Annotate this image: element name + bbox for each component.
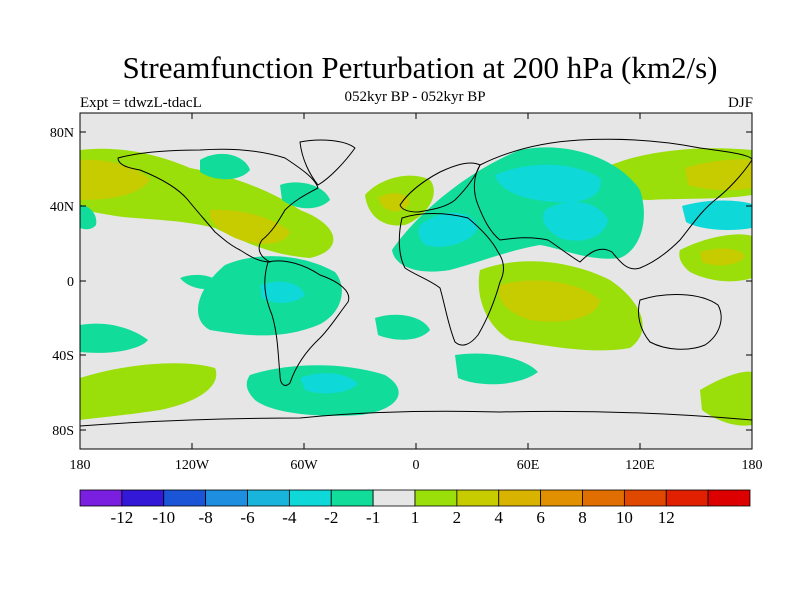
colorbar-swatch — [163, 489, 207, 507]
colorbar-label: -2 — [324, 508, 338, 527]
colorbar-label: 12 — [658, 508, 675, 527]
lat-tick-label: 40N — [50, 200, 74, 215]
positive-contours-2 — [80, 159, 752, 322]
colorbar-swatch — [414, 489, 458, 507]
colorbar-label: 6 — [536, 508, 545, 527]
colorbar-label: 1 — [411, 508, 420, 527]
colorbar-legend: -12 -10 -8 -6 -4 -2 -1 1 2 4 6 8 10 12 — [79, 489, 751, 527]
colorbar-swatch — [456, 489, 500, 507]
coastlines — [80, 138, 752, 427]
colorbar-label: 8 — [578, 508, 587, 527]
colorbar-swatch — [372, 489, 416, 507]
colorbar-swatch — [665, 489, 709, 507]
lat-tick-label: 80S — [52, 424, 74, 439]
colorbar-swatch — [582, 489, 625, 507]
map-panel — [80, 113, 752, 449]
colorbar-label: 2 — [453, 508, 462, 527]
colorbar-label: 4 — [495, 508, 504, 527]
colorbar-swatch — [623, 489, 667, 507]
colorbar-label: -8 — [199, 508, 213, 527]
colorbar-label: -6 — [240, 508, 254, 527]
colorbar-label: 10 — [616, 508, 633, 527]
season-label: DJF — [727, 95, 753, 111]
antarctica-outline — [80, 410, 752, 427]
north-america-outline — [117, 148, 319, 263]
experiment-label: Expt = tdwzL-tdacL — [80, 95, 202, 111]
lon-tick-label: 120W — [175, 458, 210, 473]
africa-outline — [398, 213, 504, 346]
colorbar-swatch — [288, 489, 332, 507]
colorbar-swatch — [498, 489, 542, 507]
asia-outline — [473, 138, 752, 270]
colorbar-swatch — [205, 489, 248, 507]
colorbar-swatch — [121, 489, 165, 507]
plot-subtitle: 052kyr BP - 052kyr BP — [344, 89, 486, 105]
lat-tick-label: 0 — [67, 275, 74, 290]
lon-tick-label: 0 — [413, 458, 420, 473]
colorbar-label: -1 — [366, 508, 380, 527]
colorbar-swatch — [247, 489, 290, 507]
colorbar-swatch — [79, 489, 123, 507]
longitude-axis: 180 120W 60W 0 60E 120E 180 — [70, 113, 763, 473]
lon-tick-label: 180 — [742, 458, 763, 473]
europe-outline — [399, 162, 481, 213]
lat-tick-label: 40S — [52, 349, 74, 364]
colorbar-swatch — [330, 489, 374, 507]
lon-tick-label: 120E — [625, 458, 655, 473]
latitude-axis: 80N 40N 0 40S 80S — [50, 126, 752, 439]
lon-tick-label: 60E — [517, 458, 540, 473]
greenland-outline — [299, 139, 356, 186]
australia-outline — [637, 294, 722, 350]
negative-contours-2 — [260, 164, 752, 394]
colorbar-label: -10 — [152, 508, 175, 527]
colorbar-label: -4 — [282, 508, 297, 527]
lon-tick-label: 180 — [70, 458, 91, 473]
colorbar-label: -12 — [111, 508, 134, 527]
lon-tick-label: 60W — [290, 458, 318, 473]
colorbar-swatch — [540, 489, 583, 507]
colorbar-swatch — [707, 489, 751, 507]
south-america-outline — [264, 260, 350, 386]
lat-tick-label: 80N — [50, 126, 74, 141]
plot-title: Streamfunction Perturbation at 200 hPa (… — [122, 50, 718, 85]
